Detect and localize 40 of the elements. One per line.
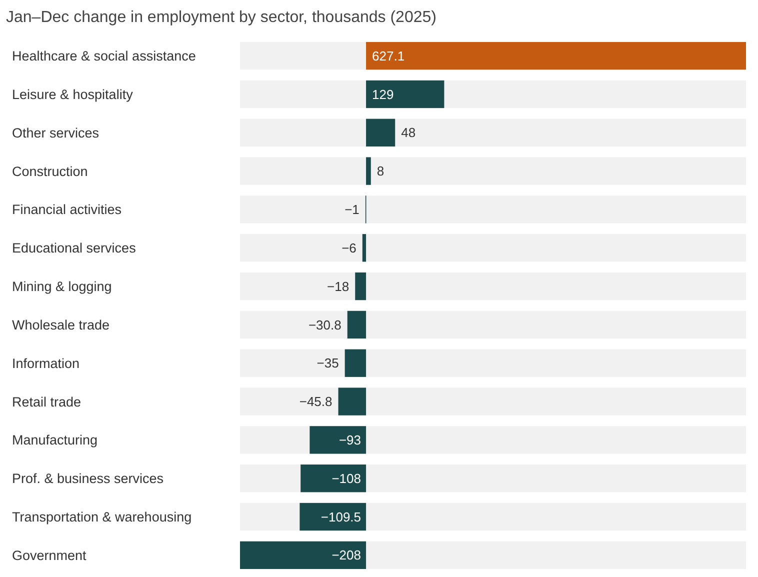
bar: [355, 272, 366, 300]
y-tick-label: Transportation & warehousing: [12, 509, 192, 524]
data-label: −108: [332, 470, 362, 486]
y-tick-label: Leisure & hospitality: [12, 86, 134, 102]
data-label: 48: [401, 125, 416, 140]
bar: [362, 234, 366, 262]
y-tick-label: Government: [12, 548, 87, 563]
y-tick-label: Retail trade: [12, 394, 82, 410]
data-label: −6: [342, 240, 356, 256]
chart-title: Jan–Dec change in employment by sector, thousands (2025): [6, 9, 436, 26]
bar: [366, 80, 444, 108]
y-tick-label: Financial activities: [12, 202, 122, 218]
bar: [344, 349, 366, 377]
data-label: −1: [344, 202, 360, 218]
bar: [366, 157, 371, 185]
bar: [300, 464, 366, 492]
y-tick-label: Other services: [12, 125, 100, 140]
y-tick-label: Information: [12, 356, 80, 371]
data-label: 129: [372, 86, 394, 102]
bar: [366, 118, 396, 146]
data-label: −18: [327, 278, 350, 294]
data-label: −45.8: [299, 394, 332, 410]
bar: [338, 388, 366, 416]
y-tick-label: Manufacturing: [12, 432, 98, 448]
data-label: 8: [376, 164, 384, 179]
y-tick-label: Healthcare & social assistance: [12, 48, 196, 64]
data-label: −35: [316, 356, 339, 371]
y-tick-label: Mining & logging: [12, 279, 112, 294]
bar: [310, 426, 366, 454]
data-label: −93: [338, 432, 362, 448]
data-label: −208: [332, 548, 362, 563]
y-tick-label: Construction: [12, 164, 88, 179]
data-label: −109.5: [320, 509, 362, 524]
y-tick-label: Prof. & business services: [12, 471, 164, 486]
data-label: −30.8: [308, 317, 342, 332]
bar: [347, 310, 366, 339]
data-label: 627.1: [372, 48, 405, 64]
bar: [300, 502, 366, 531]
y-tick-label: Educational services: [12, 240, 136, 256]
y-tick-label: Wholesale trade: [12, 317, 110, 332]
